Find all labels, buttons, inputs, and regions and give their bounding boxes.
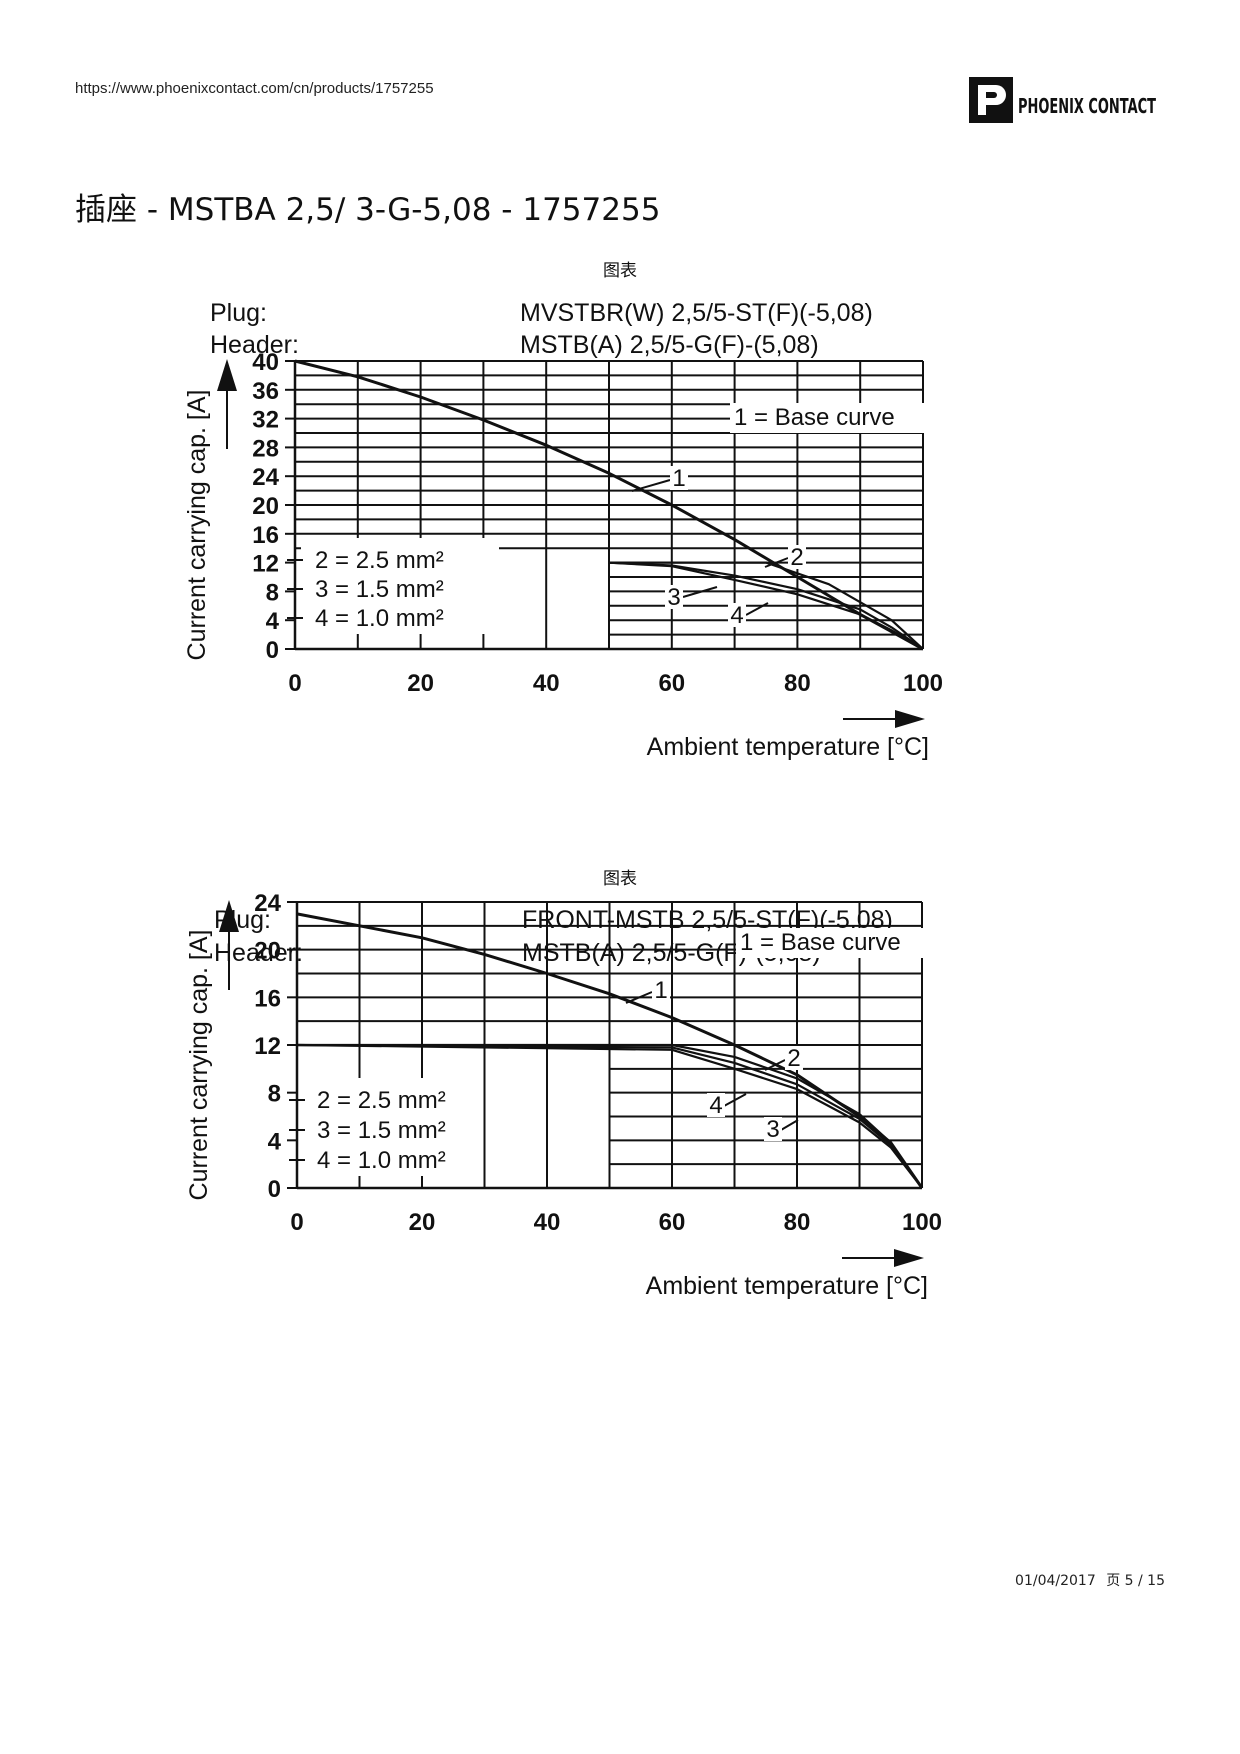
y-tick-label: 4 <box>268 1128 282 1155</box>
phoenix-contact-logo: PHOENIX CONTACT <box>969 77 1156 123</box>
x-axis-label: Ambient temperature [°C] <box>646 1272 928 1300</box>
x-axis-label: Ambient temperature [°C] <box>647 733 929 761</box>
footer: 01/04/2017 页 5 / 15 <box>1009 1570 1165 1590</box>
curve-callout-bg <box>670 466 688 490</box>
curve-callout-leader <box>764 557 789 568</box>
header-label: Header: <box>210 331 299 359</box>
y-tick-label: 36 <box>252 378 279 405</box>
curve-2 <box>609 561 924 650</box>
y-tick-label: 16 <box>254 985 281 1012</box>
curve-label-4: 4 <box>730 602 743 629</box>
legend-base-curve: 1 = Base curve <box>740 929 901 956</box>
curve-callout-bg <box>665 585 683 609</box>
x-axis-arrow-head <box>894 1249 924 1267</box>
legend-entry-3: 3 = 1.5 mm² <box>317 1117 446 1144</box>
curve-2 <box>297 1043 923 1189</box>
figure-label-1: 图表 <box>603 261 637 281</box>
curve-label-3: 3 <box>766 1116 779 1143</box>
curve-callout-leader <box>625 991 653 1004</box>
y-tick-label: 8 <box>266 579 279 606</box>
legend-base-curve: 1 = Base curve <box>734 404 895 431</box>
legend-bg <box>301 538 499 634</box>
x-tick-label: 60 <box>659 1209 686 1236</box>
curve-callout-leader <box>631 479 671 492</box>
curve-callout-leader <box>780 1119 799 1131</box>
y-tick-label: 20 <box>252 493 279 520</box>
y-axis-arrow-head <box>219 900 239 932</box>
footer-page: 页 5 / 15 <box>1106 1573 1165 1589</box>
y-tick-label: 16 <box>252 522 279 549</box>
header-value: MSTB(A) 2,5/5-G(F)-(5,08) <box>520 331 819 359</box>
y-tick-label: 28 <box>252 435 279 462</box>
x-tick-label: 80 <box>784 670 811 697</box>
curve-callout-leader <box>682 586 718 598</box>
y-tick-label: 8 <box>268 1081 281 1108</box>
curve-label-4: 4 <box>709 1092 722 1119</box>
x-axis-arrow-head <box>895 710 925 728</box>
y-tick-label: 12 <box>252 551 279 578</box>
base-legend-bg <box>736 928 932 958</box>
y-axis-label: Current carrying cap. [A] <box>183 390 211 661</box>
curve-label-1: 1 <box>654 977 667 1004</box>
footer-date: 01/04/2017 <box>1015 1573 1096 1589</box>
y-axis-arrow-head <box>217 359 237 391</box>
x-tick-label: 20 <box>407 670 434 697</box>
x-tick-label: 0 <box>288 670 301 697</box>
base-legend-bg <box>730 403 926 433</box>
curve-callout-leader <box>723 1093 747 1107</box>
x-tick-label: 20 <box>409 1209 436 1236</box>
chart-2: Plug: FRONT-MSTB 2,5/5-ST(F)(-5,08) Head… <box>180 890 1060 1480</box>
x-tick-label: 100 <box>903 670 943 697</box>
curve-4 <box>296 1043 923 1189</box>
legend-entry-2: 2 = 2.5 mm² <box>317 1087 446 1114</box>
logo-wordmark: PHOENIX CONTACT <box>1018 94 1156 118</box>
curve-label-2: 2 <box>787 1045 800 1072</box>
chart-1: Plug: MVSTBR(W) 2,5/5-ST(F)(-5,08) Heade… <box>180 285 1060 875</box>
curve-label-3: 3 <box>667 584 680 611</box>
chart-1-svg: Plug: MVSTBR(W) 2,5/5-ST(F)(-5,08) Heade… <box>183 299 943 761</box>
x-tick-label: 40 <box>534 1209 561 1236</box>
y-tick-label: 32 <box>252 407 279 434</box>
legend-entry-4: 4 = 1.0 mm² <box>317 1147 446 1174</box>
source-url[interactable]: https://www.phoenixcontact.com/cn/produc… <box>75 80 434 97</box>
plug-value: MVSTBR(W) 2,5/5-ST(F)(-5,08) <box>520 299 873 327</box>
figure-label-2: 图表 <box>603 869 637 889</box>
legend-bg <box>303 1078 473 1176</box>
curve-callout-bg <box>785 1046 803 1070</box>
curve-callout-leader <box>745 602 769 616</box>
curve-callout-bg <box>707 1093 725 1117</box>
y-tick-label: 40 <box>252 349 279 376</box>
curve-1 <box>296 912 924 1189</box>
curve-callout-bg <box>652 978 670 1002</box>
y-tick-label: 0 <box>268 1176 281 1203</box>
x-tick-label: 100 <box>902 1209 942 1236</box>
page-title: 插座 - MSTBA 2,5/ 3-G-5,08 - 1757255 <box>75 192 661 228</box>
legend-entry-4: 4 = 1.0 mm² <box>315 605 444 632</box>
curve-1 <box>294 359 924 651</box>
curve-callout-bg <box>788 545 806 569</box>
curve-callout-bg <box>764 1117 782 1141</box>
x-tick-label: 80 <box>784 1209 811 1236</box>
y-tick-label: 24 <box>254 890 281 917</box>
curve-label-1: 1 <box>672 465 685 492</box>
y-tick-label: 4 <box>266 608 280 635</box>
curve-4 <box>608 561 924 650</box>
curve-callout-leader <box>764 1059 786 1071</box>
x-tick-label: 0 <box>290 1209 303 1236</box>
chart-2-svg: Plug: FRONT-MSTB 2,5/5-ST(F)(-5,08) Head… <box>185 890 942 1300</box>
y-tick-label: 0 <box>266 637 279 664</box>
y-tick-label: 20 <box>254 938 281 965</box>
x-tick-label: 60 <box>658 670 685 697</box>
legend-entry-3: 3 = 1.5 mm² <box>315 576 444 603</box>
x-tick-label: 40 <box>533 670 560 697</box>
curve-3 <box>296 1043 923 1189</box>
y-tick-label: 12 <box>254 1033 281 1060</box>
y-tick-label: 24 <box>252 464 279 491</box>
curve-label-2: 2 <box>790 544 803 571</box>
plug-label: Plug: <box>210 299 267 327</box>
y-axis-label: Current carrying cap. [A] <box>185 930 213 1201</box>
legend-entry-2: 2 = 2.5 mm² <box>315 547 444 574</box>
curve-callout-bg <box>728 603 746 627</box>
